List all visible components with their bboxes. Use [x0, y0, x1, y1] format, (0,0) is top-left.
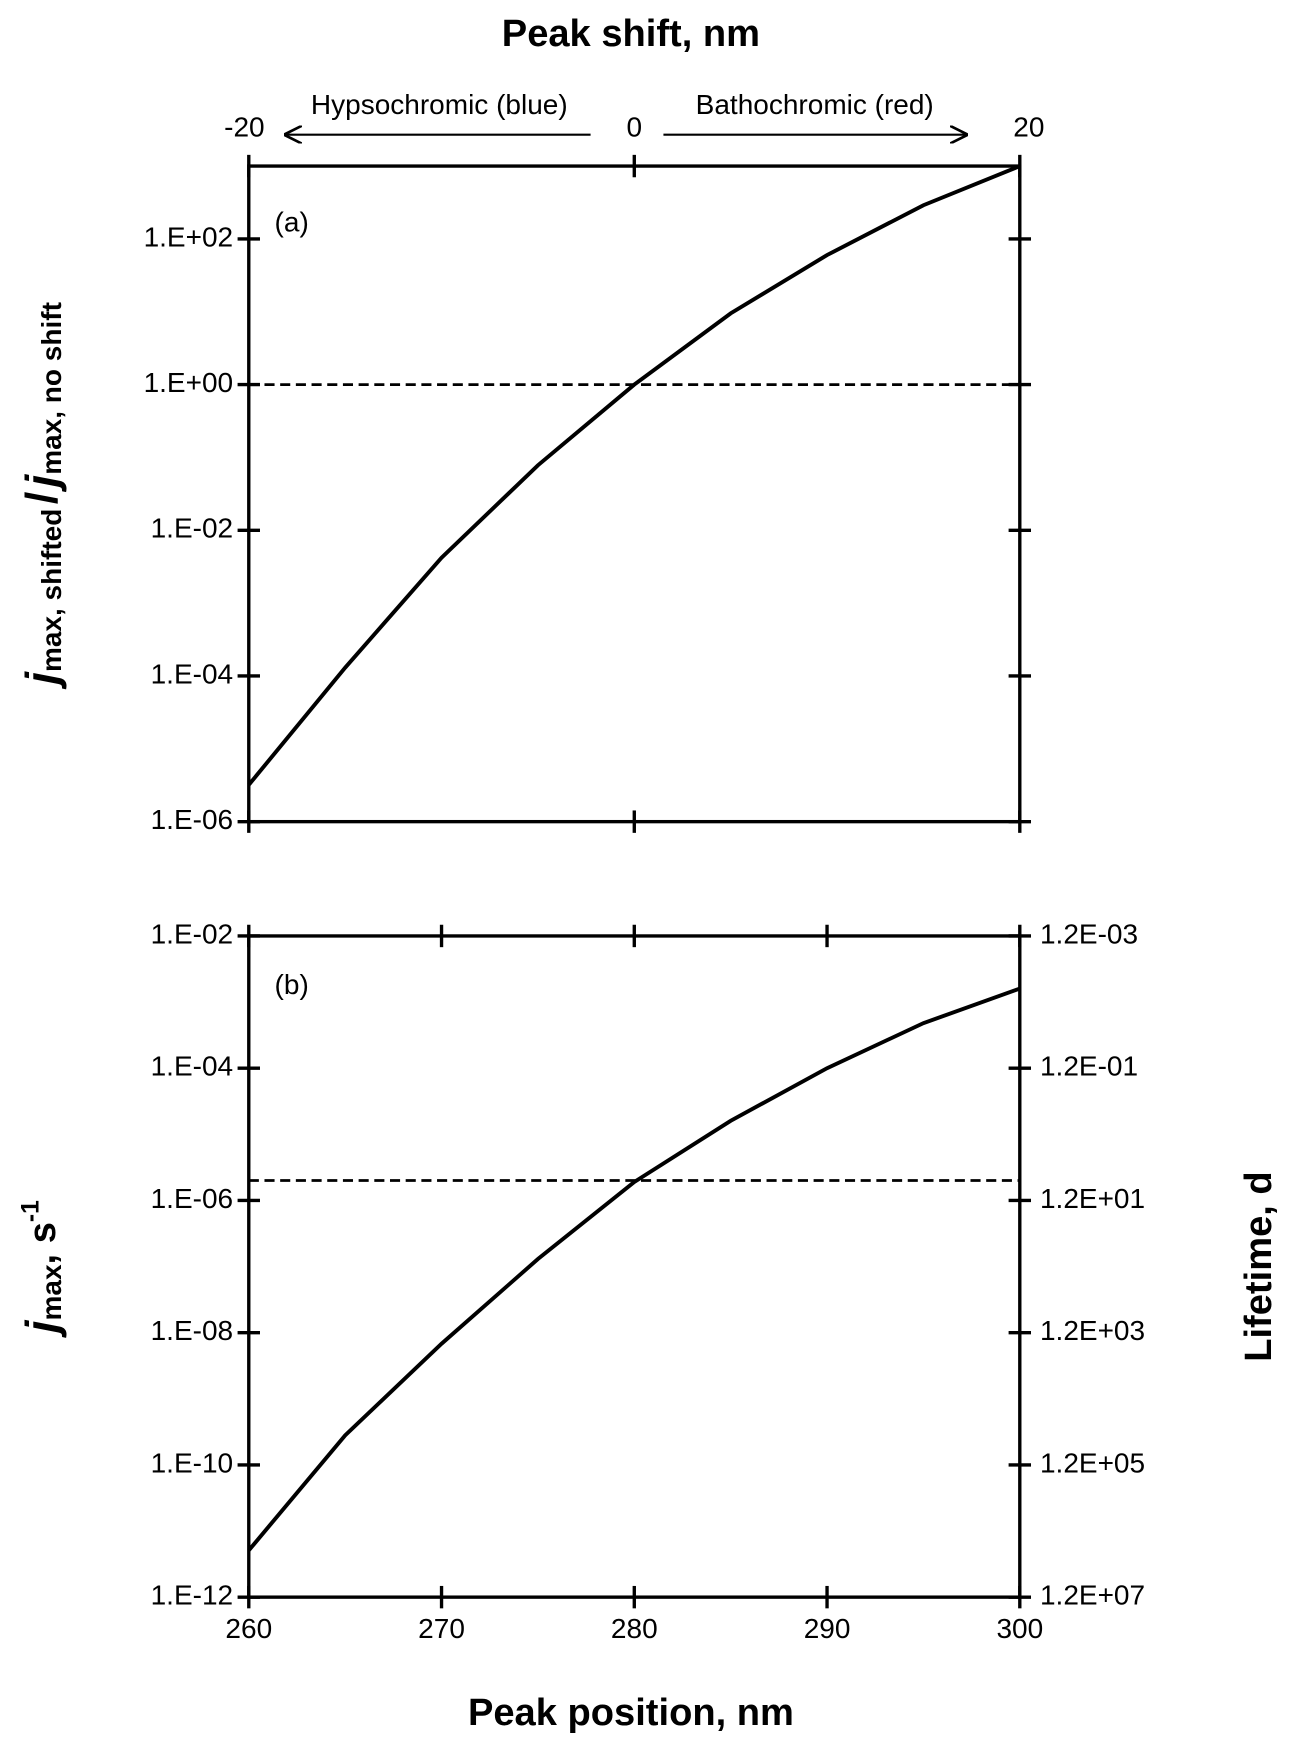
y-tick-label: 1.E-02: [151, 918, 234, 949]
y-tick-label: 1.E-12: [151, 1580, 234, 1611]
y2-tick-label: 1.2E+05: [1040, 1447, 1145, 1478]
y-tick-label: 1.E-06: [151, 1183, 234, 1214]
label-part: max, no shift: [36, 302, 67, 475]
panel-label: (b): [275, 969, 309, 1000]
label-part: /: [17, 491, 67, 504]
y2-axis-title: Lifetime, d: [1238, 1171, 1280, 1362]
data-line: [247, 986, 1021, 1552]
label-part: j: [17, 473, 67, 492]
plot-frame: [247, 934, 1022, 1599]
label-part: , s: [22, 1222, 64, 1264]
annotation: Bathochromic (red): [696, 89, 934, 120]
panel-label: (a): [275, 207, 309, 238]
y2-tick-label: 1.2E+03: [1040, 1315, 1145, 1346]
y-tick-label: 1.E-06: [151, 804, 234, 835]
x-tick-label: 270: [418, 1613, 465, 1644]
x-tick-label: 290: [804, 1613, 851, 1644]
top-axis-title: Peak shift, nm: [502, 13, 760, 55]
y2-tick-label: 1.2E+07: [1040, 1580, 1145, 1611]
label-part: -1: [17, 1200, 44, 1222]
y-tick-label: 1.E-04: [151, 658, 234, 689]
annotation: Hypsochromic (blue): [311, 89, 568, 120]
data-line: [247, 164, 1021, 787]
y-tick-label: 1.E+02: [144, 221, 234, 252]
x2-tick-label: 20: [1013, 111, 1044, 142]
x2-tick-label: -20: [224, 111, 264, 142]
x2-tick-label: 0: [627, 111, 643, 142]
label-part: max: [36, 1264, 67, 1320]
y-tick-label: 1.E-10: [151, 1447, 234, 1478]
y2-tick-label: 1.2E-01: [1040, 1051, 1138, 1082]
y-axis-title: jmax, shifted/jmax, no shift: [17, 302, 68, 689]
y-axis-title: jmax, s-1: [17, 1200, 68, 1338]
x-tick-label: 260: [225, 1613, 272, 1644]
y-tick-label: 1.E-04: [151, 1051, 234, 1082]
x-axis-title: Peak position, nm: [468, 1692, 794, 1734]
y-tick-label: 1.E-02: [151, 513, 234, 544]
plot-frame: [247, 164, 1022, 824]
label-part: j: [17, 671, 67, 690]
x-tick-label: 300: [996, 1613, 1043, 1644]
y-tick-label: 1.E+00: [144, 367, 234, 398]
x-tick-label: 280: [611, 1613, 658, 1644]
label-part: j: [17, 1319, 67, 1338]
label-part: max, shifted: [36, 509, 67, 672]
y2-tick-label: 1.2E-03: [1040, 918, 1138, 949]
y2-tick-label: 1.2E+01: [1040, 1183, 1145, 1214]
y-tick-label: 1.E-08: [151, 1315, 234, 1346]
